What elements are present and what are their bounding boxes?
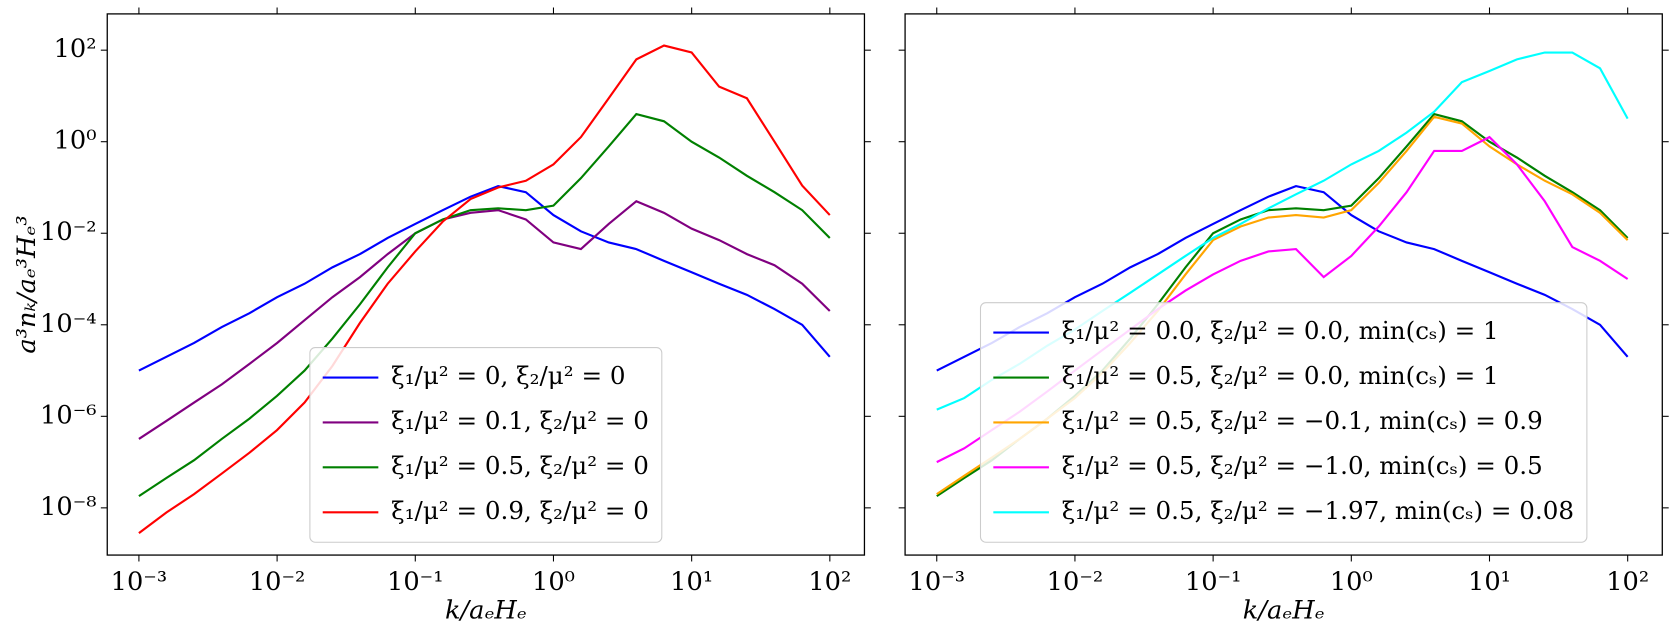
x-tick-label: 10⁻² xyxy=(249,567,305,597)
y-tick-label: 10⁻⁴ xyxy=(40,309,96,339)
legend: ξ₁/μ² = 0, ξ₂/μ² = 0 ξ₁/μ² = 0.1, ξ₂/μ² =… xyxy=(309,347,663,543)
y-tick-label: 10² xyxy=(54,34,97,64)
legend-label: ξ₁/μ² = 0.5, ξ₂/μ² = −1.97, min(cₛ) = 0.… xyxy=(1062,496,1574,525)
legend-label: ξ₁/μ² = 0.0, ξ₂/μ² = 0.0, min(cₛ) = 1 xyxy=(1062,316,1499,345)
legend-label: ξ₁/μ² = 0.5, ξ₂/μ² = −1.0, min(cₛ) = 0.5 xyxy=(1062,451,1543,480)
axes-frame xyxy=(106,13,866,556)
y-tick-label: 10⁻⁶ xyxy=(40,400,96,430)
data-line xyxy=(138,112,831,498)
legend-box xyxy=(979,302,1588,543)
x-axis-label: k/aₑHₑ xyxy=(1243,596,1325,626)
x-tick-label: 10⁻³ xyxy=(909,567,965,597)
x-tick-label: 10⁻² xyxy=(1047,567,1103,597)
x-tick-label: 10² xyxy=(1606,567,1649,597)
y-axis-label: a³nₖ/aₑ³Hₑ³ xyxy=(12,215,42,353)
data-line xyxy=(138,200,831,440)
x-tick-label: 10² xyxy=(808,567,851,597)
data-line xyxy=(138,184,831,372)
x-tick-label: 10¹ xyxy=(670,567,713,597)
x-tick-label: 10⁰ xyxy=(1330,567,1373,597)
panel: 10⁻³ 10⁻² 10⁻¹ 10⁰ 10¹ 10² 10⁻⁸ 10⁻⁶ 10⁻⁴ 10⁻² 10⁰… xyxy=(12,7,871,626)
legend-label: ξ₁/μ² = 0.9, ξ₂/μ² = 0 xyxy=(391,496,649,525)
x-tick-label: 10⁻¹ xyxy=(1185,567,1241,597)
y-tick-label: 10⁰ xyxy=(54,126,97,156)
legend-box xyxy=(309,347,663,543)
x-tick-label: 10⁻³ xyxy=(111,567,167,597)
legend-label: ξ₁/μ² = 0.5, ξ₂/μ² = −0.1, min(cₛ) = 0.9 xyxy=(1062,406,1543,435)
y-tick-label: 10⁻² xyxy=(40,217,96,247)
x-tick-label: 10⁻¹ xyxy=(387,567,443,597)
panel: 10⁻³ 10⁻² 10⁻¹ 10⁰ 10¹ 10² k/aₑHₑ ξ₁/μ² = 0.0, … xyxy=(898,7,1669,626)
legend-label: ξ₁/μ² = 0.1, ξ₂/μ² = 0 xyxy=(391,406,649,435)
legend-label: ξ₁/μ² = 0.5, ξ₂/μ² = 0.0, min(cₛ) = 1 xyxy=(1062,361,1499,390)
y-tick-label: 10⁻⁸ xyxy=(40,492,96,522)
axes-frame xyxy=(904,13,1663,556)
x-tick-label: 10⁰ xyxy=(532,567,575,597)
legend: ξ₁/μ² = 0.0, ξ₂/μ² = 0.0, min(cₛ) = 1 ξ₁/… xyxy=(979,302,1588,543)
legend-label: ξ₁/μ² = 0.5, ξ₂/μ² = 0 xyxy=(391,451,649,480)
legend-label: ξ₁/μ² = 0, ξ₂/μ² = 0 xyxy=(391,361,625,390)
x-tick-label: 10¹ xyxy=(1468,567,1511,597)
data-line xyxy=(138,44,831,534)
x-axis-label: k/aₑHₑ xyxy=(445,596,527,626)
